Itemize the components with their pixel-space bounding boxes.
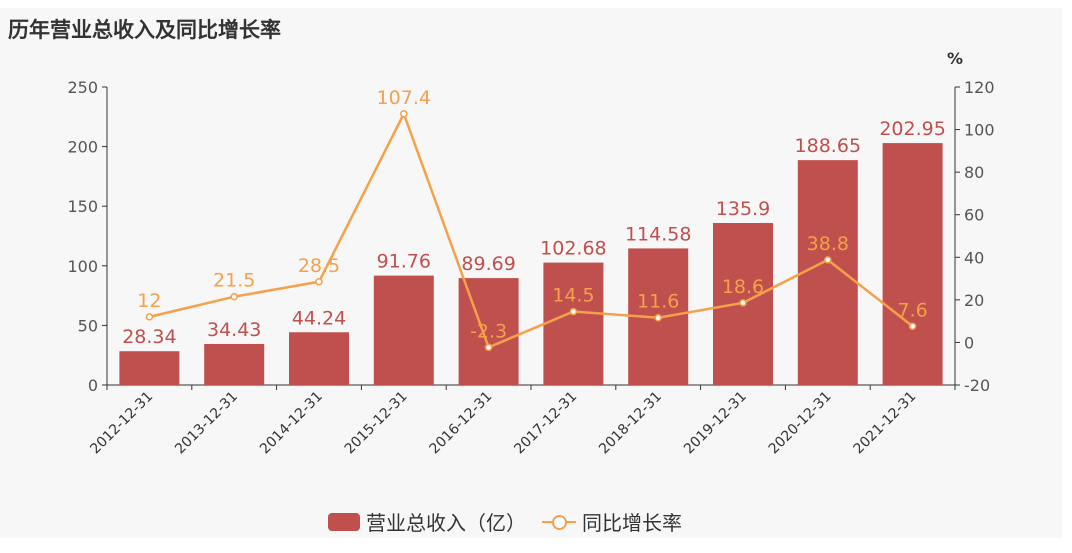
- growth-point: [654, 313, 662, 322]
- left-tick-label: 250: [67, 78, 98, 97]
- legend-label-line[interactable]: 同比增长率: [582, 511, 682, 535]
- bar: [882, 143, 943, 385]
- bar-label: 188.65: [795, 135, 861, 157]
- bar-label: 102.68: [540, 238, 606, 260]
- growth-label: 12: [137, 290, 161, 312]
- growth-label: -2.3: [470, 320, 507, 342]
- growth-point: [145, 313, 154, 321]
- right-tick-label: 100: [964, 121, 995, 140]
- legend-swatch-line[interactable]: [542, 513, 576, 531]
- bar: [204, 343, 265, 385]
- bar-label: 44.24: [292, 307, 346, 329]
- bar-label: 34.43: [207, 319, 261, 341]
- bar-label: 114.58: [625, 223, 691, 245]
- left-tick-label: 200: [67, 138, 98, 157]
- x-tick-label: 2014-12-31: [257, 389, 326, 458]
- x-tick-label: 2021-12-31: [851, 389, 920, 458]
- right-tick-label: 60: [964, 206, 984, 225]
- right-tick-label: 120: [964, 78, 995, 97]
- growth-label: 14.5: [552, 285, 594, 307]
- growth-label: 38.8: [807, 233, 849, 255]
- growth-point: [315, 278, 323, 286]
- right-tick-label: 20: [964, 291, 984, 310]
- x-tick-label: 2020-12-31: [766, 389, 835, 458]
- growth-point: [739, 299, 747, 307]
- right-tick-label: 0: [964, 333, 974, 352]
- bar: [797, 160, 858, 385]
- legend: 营业总收入（亿） 同比增长率: [328, 507, 682, 536]
- bar: [289, 332, 349, 385]
- growth-point: [569, 307, 578, 316]
- x-tick-label: 2012-12-31: [87, 389, 156, 458]
- growth-point: [908, 322, 917, 331]
- legend-swatch-bar[interactable]: [328, 512, 360, 531]
- legend-label-bar[interactable]: 营业总收入（亿）: [366, 511, 526, 535]
- bar-label: 202.95: [879, 118, 945, 140]
- x-tick-label: 2017-12-31: [511, 389, 580, 458]
- bar: [373, 275, 434, 385]
- x-tick-label: 2013-12-31: [172, 389, 241, 458]
- bar-label: 91.76: [377, 251, 431, 273]
- growth-line: [149, 110, 914, 349]
- growth-label: 11.6: [637, 291, 679, 313]
- left-tick-label: 100: [67, 257, 98, 276]
- growth-point: [824, 256, 832, 264]
- growth-point: [400, 110, 408, 118]
- bar-label: 89.69: [461, 253, 515, 275]
- growth-label: 28.5: [298, 255, 340, 277]
- growth-label: 107.4: [377, 87, 431, 109]
- x-tick-label: 2018-12-31: [596, 389, 665, 458]
- growth-label: 21.5: [213, 270, 255, 292]
- right-tick-label: 80: [964, 163, 984, 182]
- x-tick-label: 2015-12-31: [342, 389, 411, 458]
- right-axis-unit: %: [947, 49, 963, 68]
- right-tick-label: -20: [964, 376, 990, 395]
- chart-title: 历年营业总收入及同比增长率: [8, 18, 281, 42]
- growth-label: 18.6: [722, 276, 764, 298]
- bar: [543, 262, 604, 385]
- right-tick-label: 40: [964, 248, 984, 267]
- bar-label: 135.9: [716, 198, 770, 220]
- bar: [119, 351, 180, 385]
- growth-point: [484, 343, 493, 352]
- growth-label: 7.6: [897, 299, 927, 321]
- bar-label: 28.34: [122, 326, 176, 348]
- left-tick-label: 50: [78, 316, 98, 335]
- left-tick-label: 150: [67, 197, 98, 216]
- x-tick-label: 2019-12-31: [681, 389, 750, 458]
- x-tick-label: 2016-12-31: [427, 389, 496, 458]
- growth-point: [230, 292, 238, 301]
- left-tick-label: 0: [88, 376, 98, 395]
